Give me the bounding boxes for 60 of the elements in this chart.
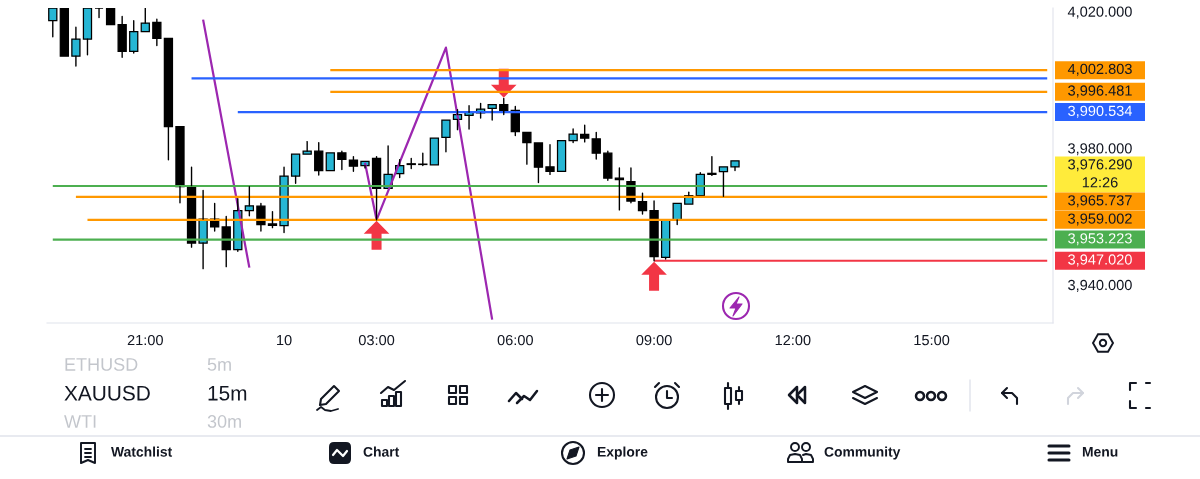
- data-label: 3,953.223: [1068, 233, 1132, 246]
- candlestick: [244, 185, 255, 217]
- candlestick: [105, 8, 116, 26]
- candlestick: [325, 152, 335, 172]
- line-series: [363, 46, 494, 321]
- text: Menu: [1082, 447, 1118, 457]
- candlestick: [441, 119, 451, 153]
- point: [641, 261, 667, 291]
- candlestick: [487, 104, 497, 121]
- y-tick-label: 3,940.000: [1068, 279, 1132, 292]
- data-label: 3,965.737: [1068, 195, 1132, 208]
- candlestick: [71, 26, 81, 67]
- x-tick-label: 21:00: [127, 334, 163, 346]
- text: XAUUSD: [64, 385, 150, 401]
- text: Explore: [597, 446, 648, 460]
- candlestick: [718, 166, 729, 197]
- text: WTI: [64, 415, 96, 428]
- x-tick-label: 03:00: [358, 334, 395, 346]
- candlestick: [337, 150, 347, 171]
- candlestick: [545, 143, 555, 176]
- data-label: 3,959.002: [1068, 213, 1132, 226]
- candlestick: [59, 8, 70, 57]
- candlestick: [175, 125, 185, 204]
- x-tick-label: 15:00: [914, 334, 950, 346]
- y-tick-label: 4,020.000: [1067, 6, 1132, 19]
- text: 15m: [208, 386, 247, 401]
- data-label: 3,947.020: [1068, 254, 1132, 267]
- data-label: 3,990.534: [1068, 105, 1133, 118]
- text: 5m: [207, 358, 231, 371]
- candlestick: [614, 167, 625, 211]
- data-label: 3,996.481: [1068, 85, 1132, 98]
- text: ETHUSD: [65, 358, 138, 371]
- x-tick-label: 06:00: [497, 334, 533, 346]
- text: 30m: [207, 415, 241, 428]
- y-tick-label: 3,980.000: [1068, 143, 1132, 156]
- candlestick: [302, 140, 312, 155]
- candlestick: [348, 155, 359, 173]
- candlestick: [568, 128, 578, 144]
- candlestick: [152, 18, 162, 47]
- candlestick: [730, 160, 740, 172]
- x-tick-label: 10: [277, 334, 292, 346]
- candlestick: [290, 153, 301, 184]
- text: Watchlist: [111, 446, 173, 457]
- candlestick: [522, 131, 532, 165]
- candlestick: [649, 200, 659, 262]
- candlestick: [163, 37, 174, 161]
- text: Community: [824, 446, 901, 460]
- candlestick: [117, 15, 127, 58]
- line-series: [201, 18, 251, 269]
- point: [363, 220, 390, 250]
- text: 3,976.290: [1068, 159, 1132, 172]
- candlestick: [429, 137, 440, 166]
- text: Chart: [363, 446, 400, 457]
- candlestick: [556, 139, 567, 172]
- text: 12:26: [1082, 177, 1118, 188]
- x-tick-label: 12:00: [775, 334, 811, 346]
- candlestick: [256, 202, 266, 232]
- x-tick-label: 09:00: [636, 334, 672, 346]
- data-label: 4,002.803: [1067, 63, 1132, 76]
- candlestick: [603, 150, 613, 181]
